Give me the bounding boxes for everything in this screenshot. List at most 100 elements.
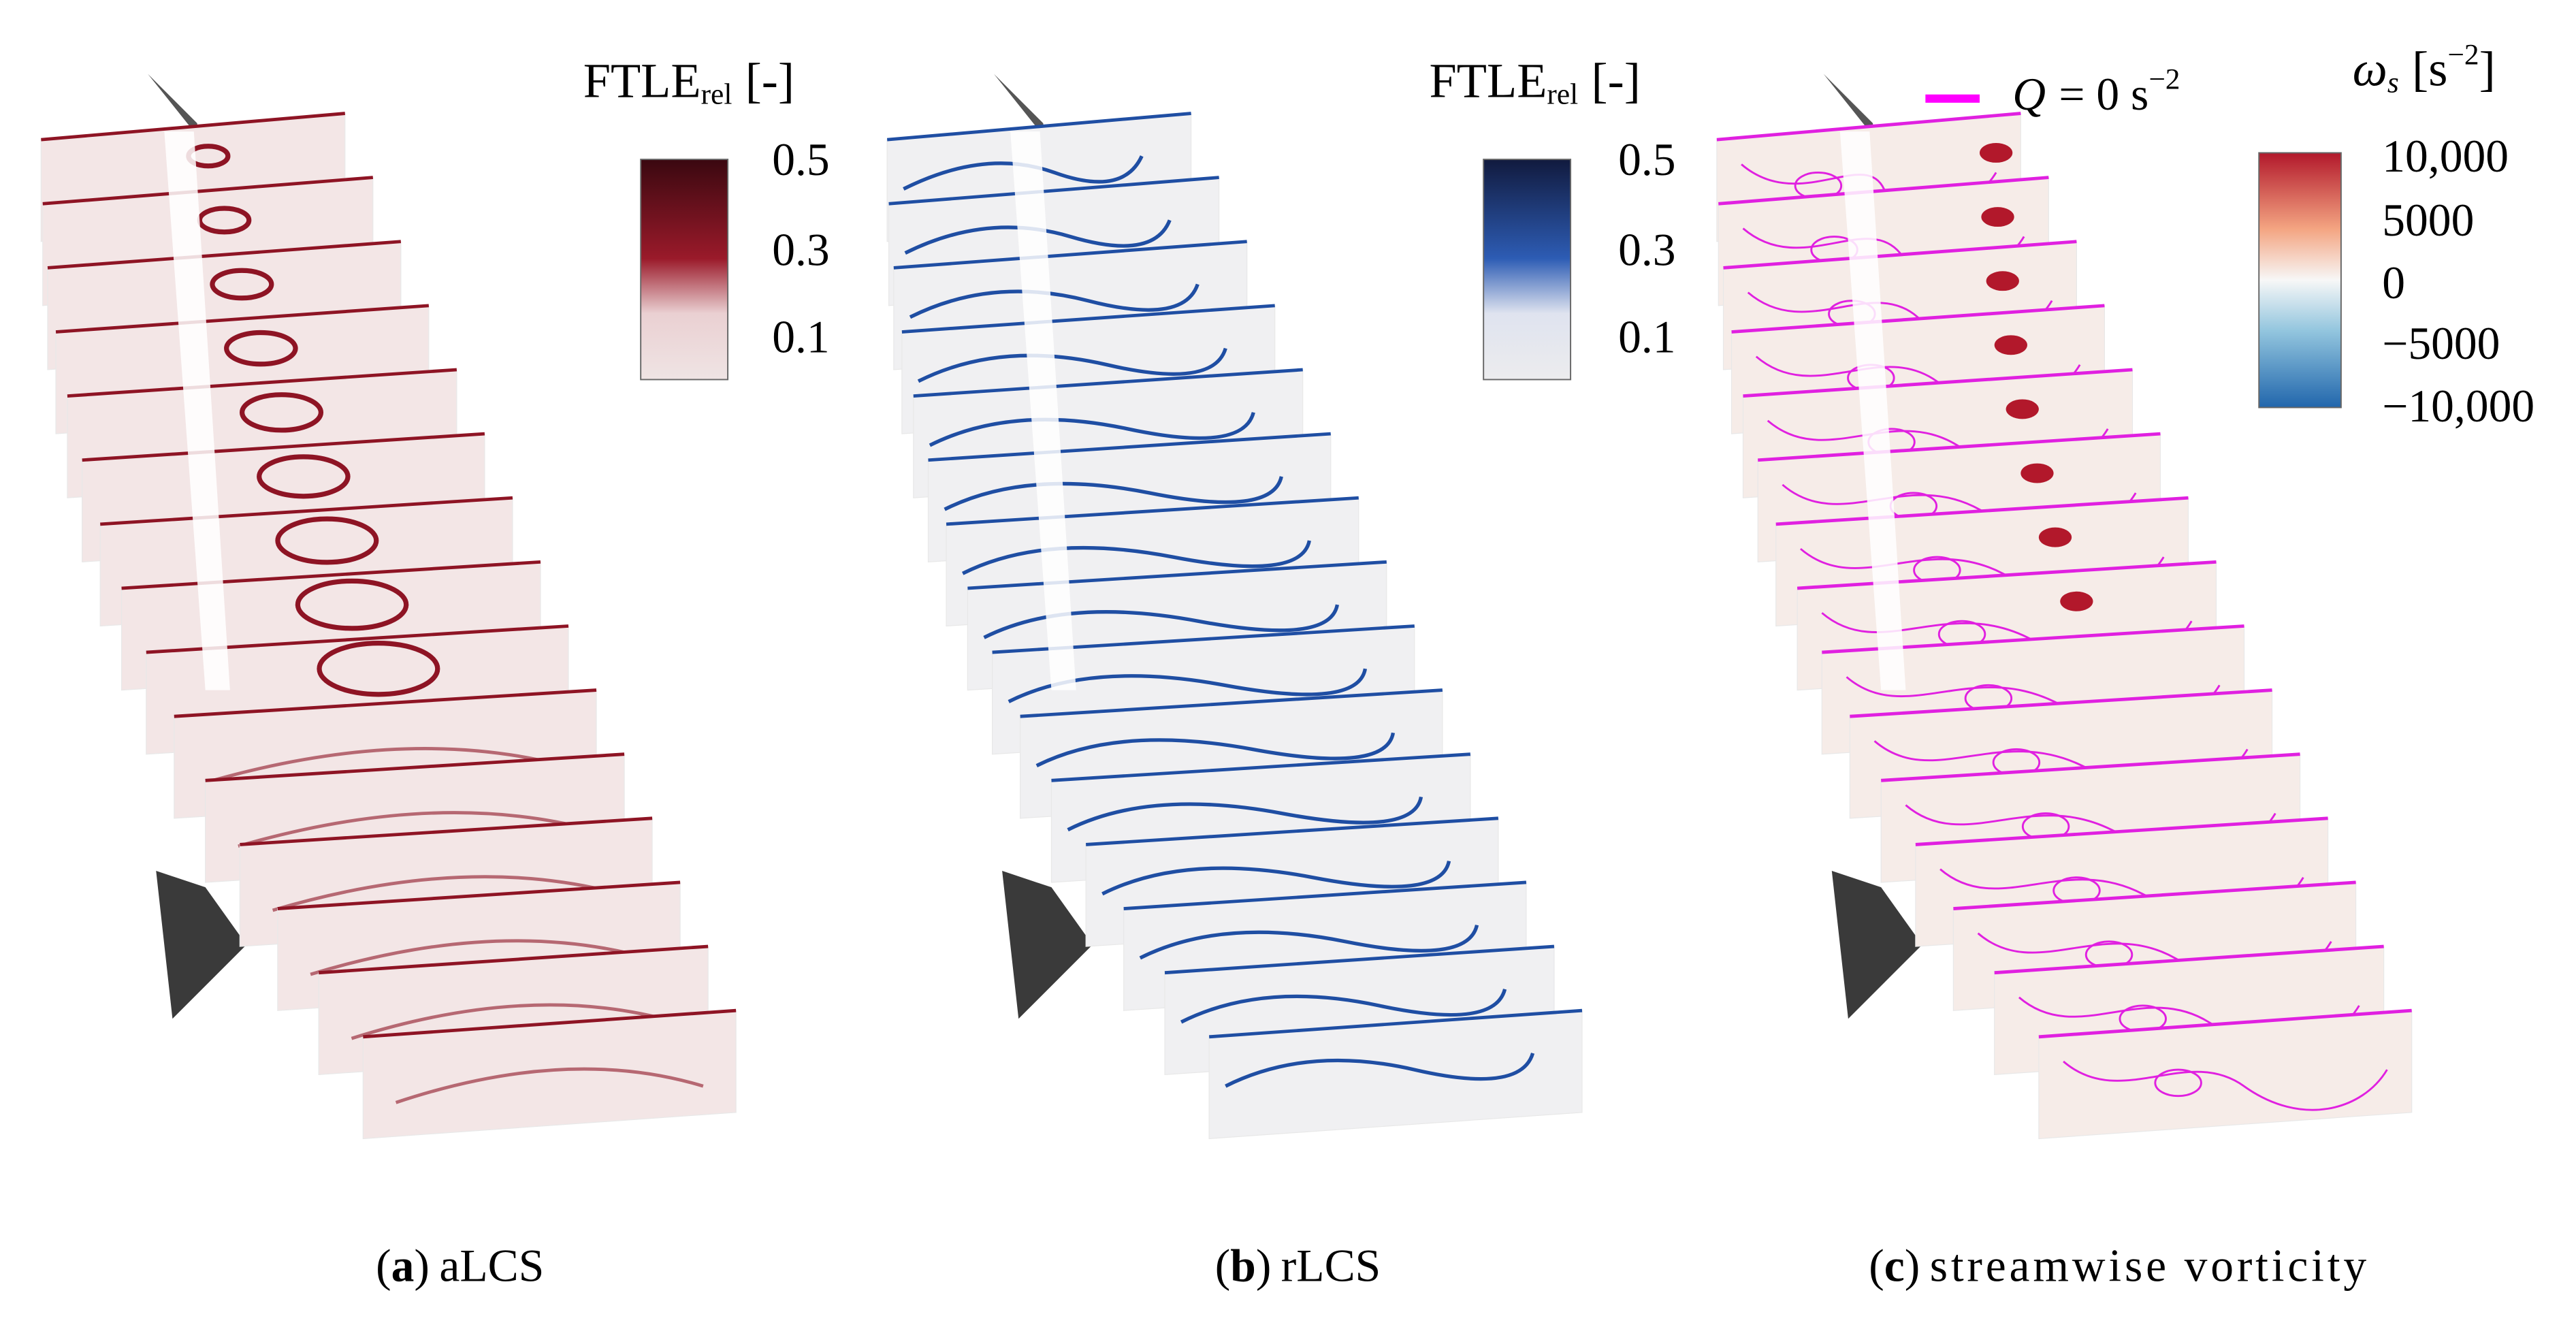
title-symbol: FTLE xyxy=(583,52,701,108)
legend-superscript: −2 xyxy=(2148,63,2180,96)
slice-edge xyxy=(1915,816,2328,846)
colorbar-tick-label: 5000 xyxy=(2382,195,2474,246)
caption-text: rLCS xyxy=(1281,1240,1381,1291)
vortex xyxy=(197,206,252,235)
slice-edge xyxy=(967,560,1387,590)
slice-edge xyxy=(893,240,1247,270)
colorbar-title: FTLErel [-] xyxy=(1430,52,1641,110)
blade-root xyxy=(1002,871,1093,1019)
slice-edge xyxy=(1208,1008,1583,1039)
blade-root xyxy=(1831,871,1922,1019)
colorbar-tick-label: 0.1 xyxy=(1618,311,1675,362)
flow-visualization xyxy=(40,74,737,1140)
vortex xyxy=(317,640,440,697)
shear-layer xyxy=(1101,860,1451,896)
slice-edge xyxy=(1123,880,1527,910)
vortex-core xyxy=(1994,335,2027,355)
slice-edge xyxy=(946,496,1359,526)
slice-edge xyxy=(928,432,1331,462)
caption-paren: ) xyxy=(1905,1240,1920,1291)
slice-edge xyxy=(1775,496,2189,526)
caption-text: aLCS xyxy=(439,1240,544,1291)
blade-gap xyxy=(164,131,230,690)
slice-edge xyxy=(1716,112,2021,142)
colorbar-title: FTLErel [-] xyxy=(583,52,794,110)
title-unit: [-] xyxy=(745,52,794,108)
shear-layer xyxy=(1035,732,1396,767)
colorbar xyxy=(640,159,729,381)
colorbar-tick-label: 0.1 xyxy=(772,311,829,362)
slice-edge xyxy=(1020,688,1443,718)
caption-letter: b xyxy=(1230,1240,1256,1291)
slice-edge xyxy=(1164,944,1555,975)
shear-layer xyxy=(206,747,564,784)
slice-edge xyxy=(901,304,1275,334)
colorbar-tick-label: 0.5 xyxy=(1618,134,1675,185)
caption: (c) streamwise vorticity xyxy=(1869,1240,2370,1291)
caption: (b) rLCS xyxy=(1215,1240,1381,1291)
blade-gap xyxy=(1010,131,1076,690)
vortex-core xyxy=(1986,271,2019,291)
slice-edge xyxy=(1953,880,2356,910)
caption-letter: c xyxy=(1884,1240,1905,1291)
title-unit-close: ] xyxy=(2479,41,2496,96)
slice-edge xyxy=(1718,176,2049,206)
vortex xyxy=(210,268,274,301)
slice-edge xyxy=(1086,816,1499,846)
colorbar-tick-label: 10,000 xyxy=(2382,131,2509,182)
vortex xyxy=(239,392,324,433)
vortex-core xyxy=(2060,591,2093,611)
shear-layer xyxy=(1180,989,1507,1024)
caption-paren: ( xyxy=(376,1240,391,1291)
caption-letter: a xyxy=(391,1240,415,1291)
shear-layer xyxy=(917,347,1227,383)
shear-layer xyxy=(903,155,1144,191)
vortex-core xyxy=(1981,207,2014,227)
shear-layer xyxy=(1139,924,1479,960)
slice-edge xyxy=(363,1008,737,1039)
shear-layer xyxy=(944,476,1283,511)
colorbar-tick-label: −10,000 xyxy=(2382,381,2534,432)
slice-edge xyxy=(1850,688,2272,718)
shear-layer xyxy=(983,604,1340,639)
legend-symbol: Q xyxy=(2012,68,2046,119)
vortex-core xyxy=(1979,142,2013,163)
vortex xyxy=(275,516,379,565)
slice-edge xyxy=(1731,304,2105,334)
flow-visualization xyxy=(1716,74,2413,1140)
caption-paren: ) xyxy=(414,1240,429,1291)
vortex-core xyxy=(2020,463,2054,483)
slice-edge xyxy=(277,880,681,910)
caption: (a) aLCS xyxy=(376,1240,544,1291)
slice-edge xyxy=(888,176,1219,206)
caption-paren: ( xyxy=(1869,1240,1884,1291)
q-contour xyxy=(2063,1060,2388,1111)
shear-layer xyxy=(909,283,1200,319)
blade-gap xyxy=(1839,131,1906,690)
title-unit: [s xyxy=(2412,41,2447,96)
slice-edge xyxy=(1881,752,2300,782)
slice-edge xyxy=(1758,432,2161,462)
q-contour xyxy=(2154,1068,2202,1098)
slice-edge xyxy=(2038,1008,2412,1039)
caption-text: streamwise vorticity xyxy=(1930,1240,2370,1291)
slice-edge xyxy=(913,368,1303,398)
vortex-core xyxy=(2006,399,2039,419)
flow-visualization xyxy=(886,74,1583,1140)
title-unit: [-] xyxy=(1592,52,1641,108)
colorbar xyxy=(2258,152,2342,409)
slice-edge xyxy=(1743,368,2133,398)
title-symbol: ω xyxy=(2353,41,2387,96)
vortex-core xyxy=(2038,527,2072,547)
title-subscript: rel xyxy=(1547,78,1578,110)
colorbar-tick-label: 0.3 xyxy=(1618,225,1675,276)
caption-paren: ( xyxy=(1215,1240,1231,1291)
slice-edge xyxy=(42,176,374,206)
slice-edge xyxy=(205,752,625,782)
title-subscript: rel xyxy=(701,78,732,110)
shear-layer xyxy=(395,1067,704,1104)
colorbar-tick-label: 0.5 xyxy=(772,134,829,185)
slice-edge xyxy=(121,560,541,590)
legend-label: Q = 0 s−2 xyxy=(2012,63,2180,120)
